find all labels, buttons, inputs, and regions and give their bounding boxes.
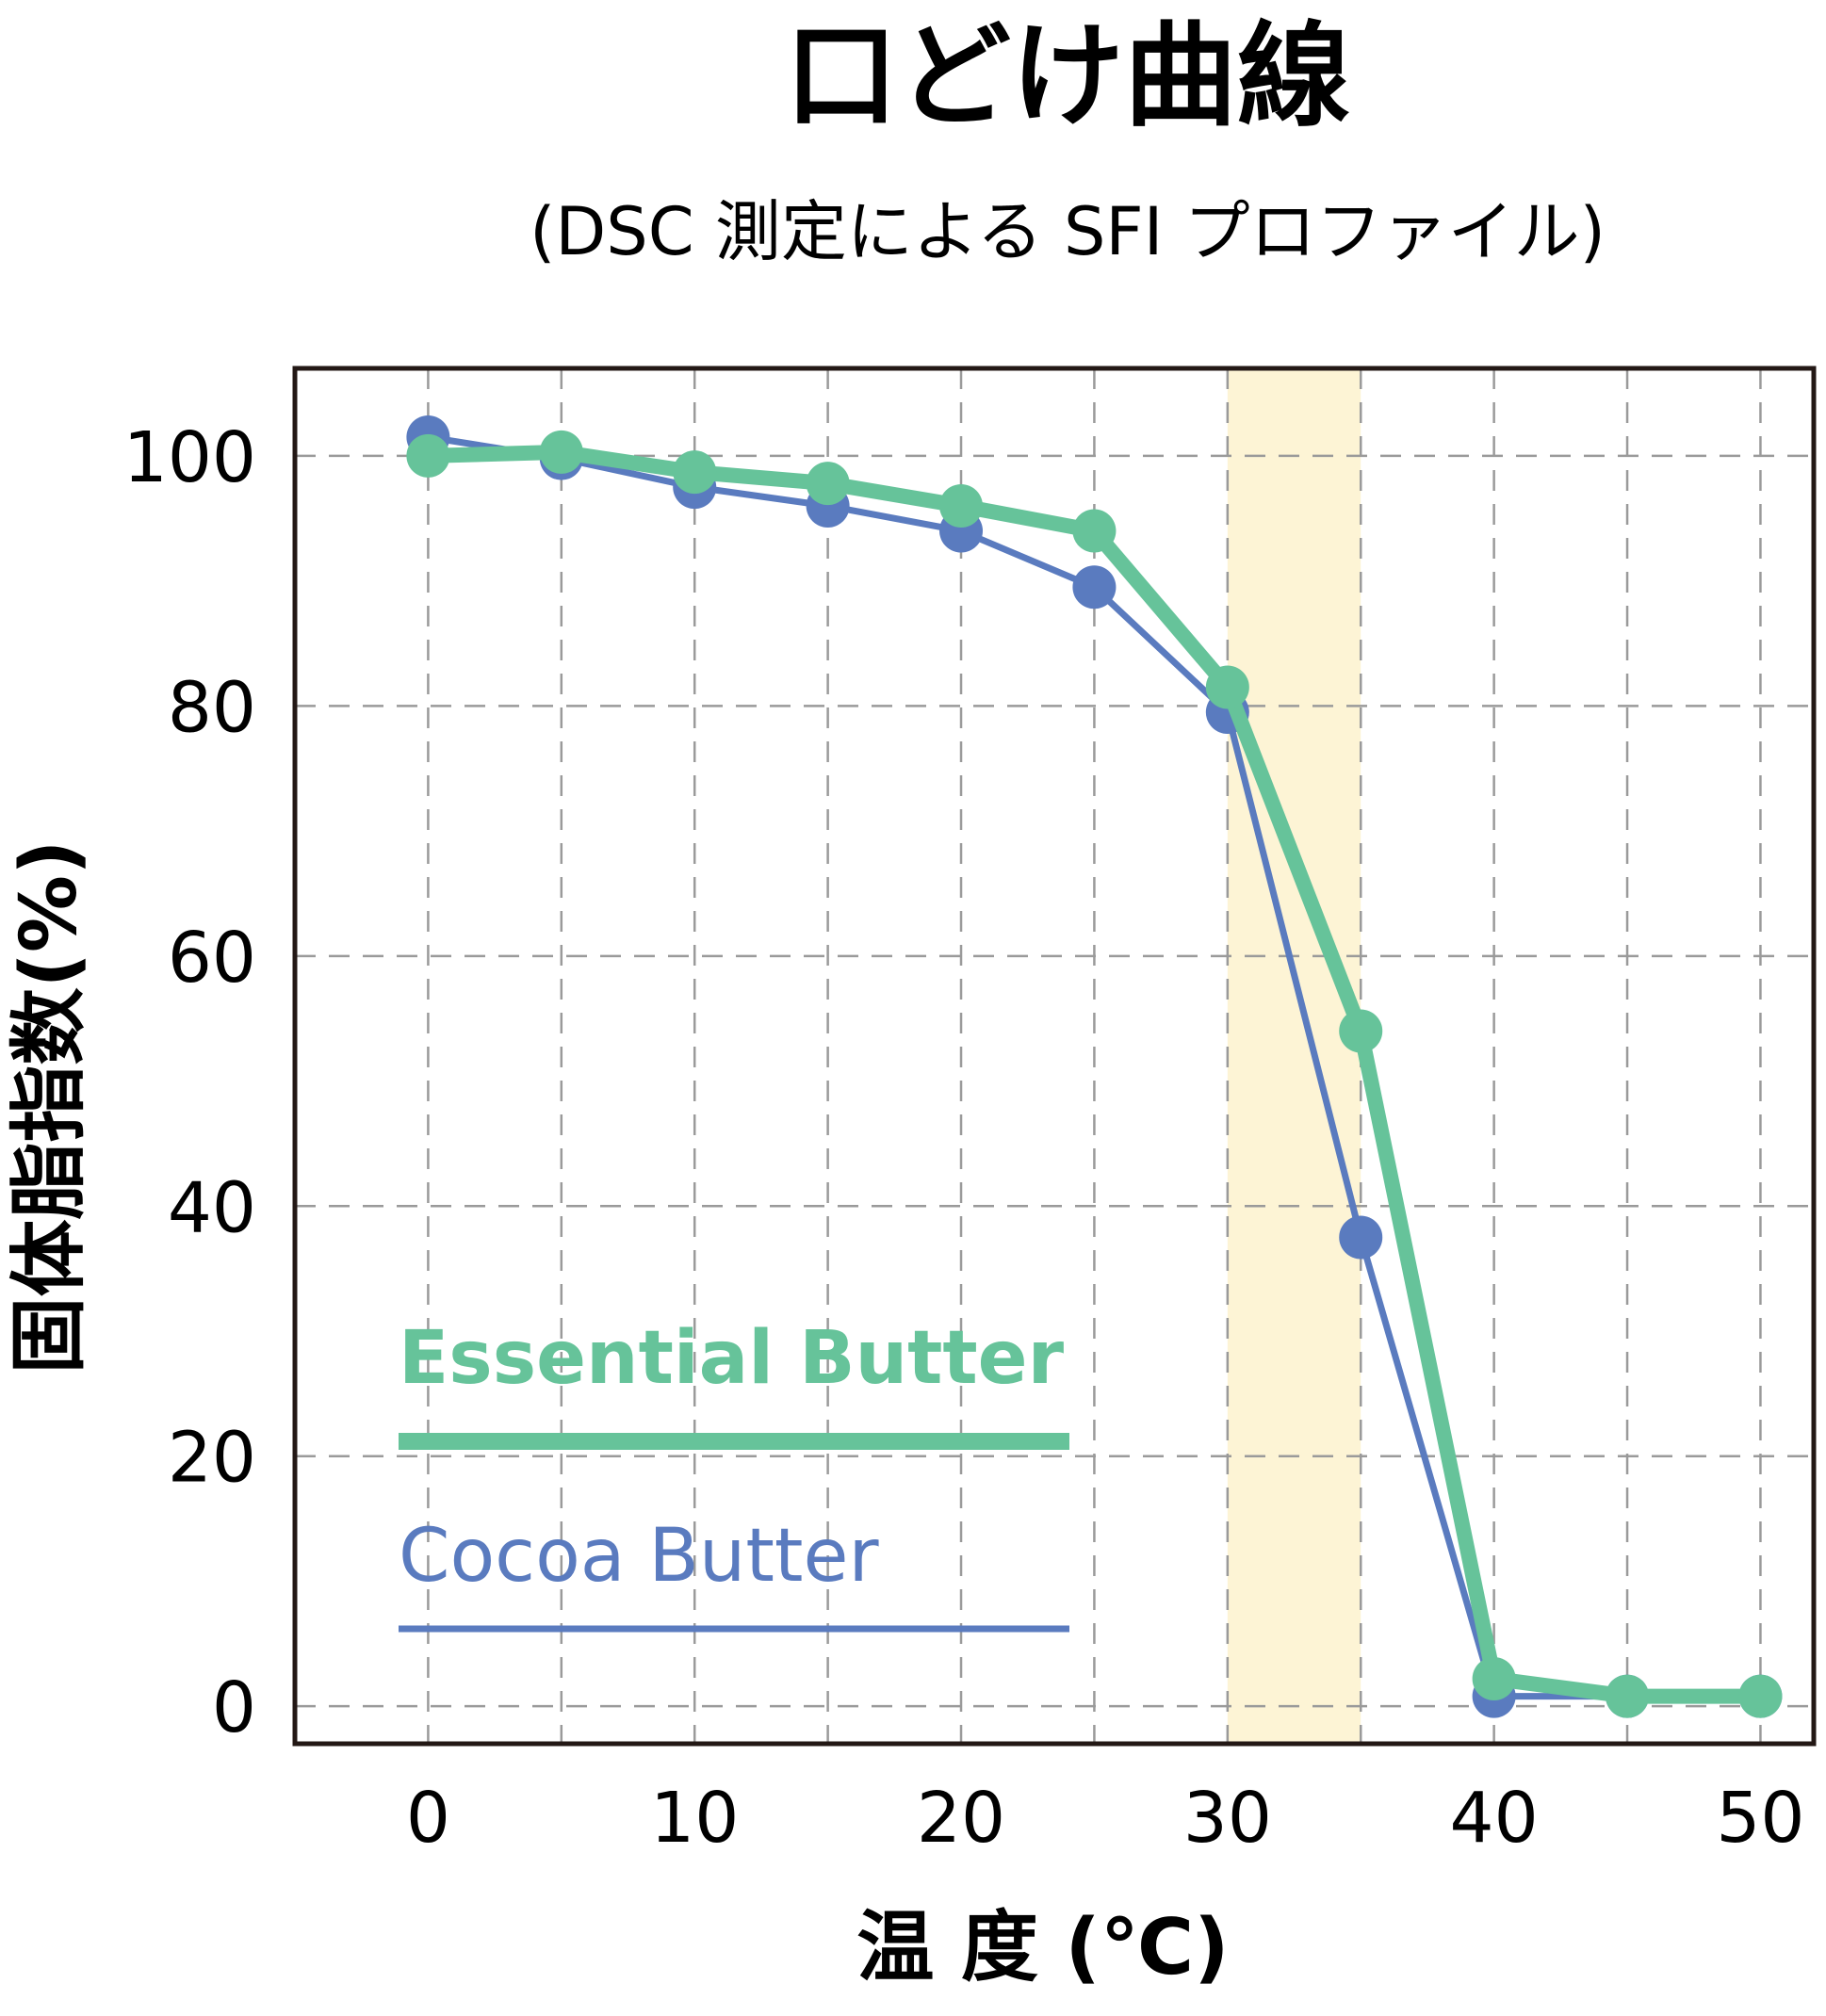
chart-title: 口どけ曲線 bbox=[785, 11, 1350, 142]
y-tick-label: 0 bbox=[212, 1667, 256, 1748]
data-point bbox=[939, 484, 984, 528]
y-tick-label: 40 bbox=[168, 1167, 256, 1248]
legend-label: Cocoa Butter bbox=[399, 1514, 879, 1599]
chart-subtitle: (DSC 測定による SFI プロファイル) bbox=[530, 193, 1606, 270]
data-point bbox=[806, 462, 850, 506]
data-point bbox=[1072, 509, 1117, 553]
plot-area: 0 10 20 30 40 50 0 20 40 60 80 100 Essential Butter C… bbox=[123, 366, 1817, 1859]
y-axis-label: 固体脂指数(%) bbox=[5, 839, 94, 1374]
y-tick-label: 60 bbox=[168, 918, 256, 999]
x-tick-label: 10 bbox=[650, 1778, 739, 1859]
x-tick-label: 50 bbox=[1716, 1778, 1804, 1859]
y-tick-label: 100 bbox=[123, 417, 256, 498]
data-point bbox=[1072, 565, 1117, 610]
x-tick-label: 0 bbox=[406, 1778, 450, 1859]
x-tick-label: 20 bbox=[917, 1778, 1005, 1859]
highlight-band bbox=[1227, 368, 1361, 1744]
data-point bbox=[406, 433, 450, 478]
data-point bbox=[539, 430, 583, 474]
data-point bbox=[1738, 1674, 1783, 1718]
plot-frame bbox=[292, 366, 1817, 1747]
data-point bbox=[673, 450, 717, 495]
x-tick-label: 40 bbox=[1450, 1778, 1539, 1859]
x-axis-label: 温 度 (℃) bbox=[856, 1903, 1229, 1992]
legend-label: Essential Butter bbox=[399, 1316, 1065, 1401]
x-tick-label: 30 bbox=[1183, 1778, 1272, 1859]
y-tick-label: 80 bbox=[168, 667, 256, 748]
data-point bbox=[1339, 1009, 1383, 1053]
series-line bbox=[420, 444, 1769, 1704]
data-point bbox=[1606, 1674, 1650, 1718]
y-tick-label: 20 bbox=[168, 1418, 256, 1499]
data-point bbox=[1472, 1656, 1516, 1700]
data-point bbox=[1339, 1215, 1383, 1260]
data-point bbox=[1205, 665, 1249, 709]
